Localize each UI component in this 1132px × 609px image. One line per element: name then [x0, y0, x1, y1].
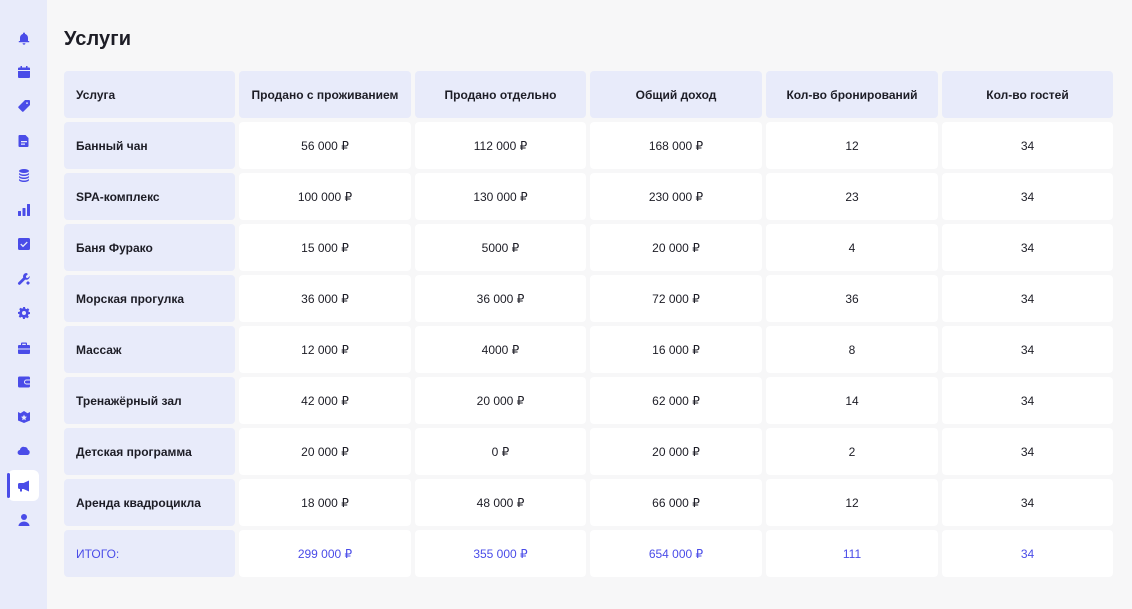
tools-icon	[17, 272, 30, 285]
total-sold-with-stay: 299 000 ₽	[239, 530, 411, 577]
nav-settings[interactable]	[8, 297, 39, 328]
calendar-icon	[17, 65, 30, 78]
document-icon	[18, 134, 28, 147]
bookings-count: 14	[766, 377, 938, 424]
sold-separately: 112 000 ₽	[415, 122, 586, 169]
total-sold-separately: 355 000 ₽	[415, 530, 586, 577]
bell-icon	[18, 32, 29, 45]
nav-marketing[interactable]	[7, 470, 39, 501]
sold-separately: 4000 ₽	[415, 326, 586, 373]
guests-count: 34	[942, 122, 1113, 169]
guests-count: 34	[942, 224, 1113, 271]
sold-separately: 130 000 ₽	[415, 173, 586, 220]
bookings-count: 23	[766, 173, 938, 220]
nav-notifications[interactable]	[8, 22, 39, 53]
nav-tasks[interactable]	[8, 228, 39, 259]
service-name: Массаж	[64, 326, 235, 373]
total-revenue: 66 000 ₽	[590, 479, 762, 526]
nav-tools[interactable]	[8, 263, 39, 294]
bookings-count: 4	[766, 224, 938, 271]
services-table: Услуга Продано с проживанием Продано отд…	[64, 71, 1113, 577]
guests-count: 34	[942, 173, 1113, 220]
total-revenue: 20 000 ₽	[590, 224, 762, 271]
column-header-guests[interactable]: Кол-во гостей	[942, 71, 1113, 118]
sold-with-stay: 12 000 ₽	[239, 326, 411, 373]
total-revenue: 20 000 ₽	[590, 428, 762, 475]
user-icon	[18, 513, 29, 526]
total-revenue: 168 000 ₽	[590, 122, 762, 169]
guests-count: 34	[942, 275, 1113, 322]
sidebar	[0, 0, 47, 609]
coins-icon	[18, 168, 29, 182]
sold-with-stay: 20 000 ₽	[239, 428, 411, 475]
nav-wallet[interactable]	[8, 366, 39, 397]
sold-with-stay: 100 000 ₽	[239, 173, 411, 220]
tag-icon	[17, 99, 30, 112]
checkbox-icon	[17, 237, 30, 250]
sold-separately: 48 000 ₽	[415, 479, 586, 526]
total-revenue: 62 000 ₽	[590, 377, 762, 424]
guests-count: 34	[942, 428, 1113, 475]
sold-separately: 5000 ₽	[415, 224, 586, 271]
service-name: Банный чан	[64, 122, 235, 169]
bookings-count: 12	[766, 479, 938, 526]
sold-with-stay: 56 000 ₽	[239, 122, 411, 169]
total-revenue: 72 000 ₽	[590, 275, 762, 322]
guests-count: 34	[942, 479, 1113, 526]
column-header-sold-with-stay[interactable]: Продано с проживанием	[239, 71, 411, 118]
nav-cloud[interactable]	[8, 435, 39, 466]
sold-with-stay: 15 000 ₽	[239, 224, 411, 271]
sold-with-stay: 42 000 ₽	[239, 377, 411, 424]
service-name: Тренажёрный зал	[64, 377, 235, 424]
nav-reports[interactable]	[8, 194, 39, 225]
bookings-count: 8	[766, 326, 938, 373]
bookings-count: 12	[766, 122, 938, 169]
sold-separately: 0 ₽	[415, 428, 586, 475]
sold-separately: 36 000 ₽	[415, 275, 586, 322]
nav-finance[interactable]	[8, 159, 39, 190]
service-name: SPA-комплекс	[64, 173, 235, 220]
wallet-icon	[17, 376, 30, 387]
sold-with-stay: 18 000 ₽	[239, 479, 411, 526]
bar-chart-icon	[17, 203, 30, 216]
megaphone-icon	[17, 480, 29, 491]
column-header-sold-separately[interactable]: Продано отдельно	[415, 71, 586, 118]
page-title: Услуги	[64, 28, 132, 50]
column-header-bookings[interactable]: Кол-во бронирований	[766, 71, 938, 118]
guests-count: 34	[942, 377, 1113, 424]
sold-separately: 20 000 ₽	[415, 377, 586, 424]
total-revenue-sum: 654 000 ₽	[590, 530, 762, 577]
total-bookings: 111	[766, 530, 938, 577]
nav-tags[interactable]	[8, 90, 39, 121]
nav-documents[interactable]	[8, 125, 39, 156]
bookings-count: 2	[766, 428, 938, 475]
service-name: Детская программа	[64, 428, 235, 475]
bookings-count: 36	[766, 275, 938, 322]
service-name: Баня Фурако	[64, 224, 235, 271]
cloud-icon	[17, 446, 30, 455]
badge-star-icon	[17, 410, 30, 423]
briefcase-icon	[17, 342, 30, 354]
total-revenue: 16 000 ₽	[590, 326, 762, 373]
total-guests: 34	[942, 530, 1113, 577]
gear-icon	[17, 306, 30, 319]
service-name: Аренда квадроцикла	[64, 479, 235, 526]
column-header-service[interactable]: Услуга	[64, 71, 235, 118]
service-name: Морская прогулка	[64, 275, 235, 322]
column-header-total-revenue[interactable]: Общий доход	[590, 71, 762, 118]
nav-calendar[interactable]	[8, 56, 39, 87]
sold-with-stay: 36 000 ₽	[239, 275, 411, 322]
total-label: ИТОГО:	[64, 530, 235, 577]
nav-profile[interactable]	[8, 504, 39, 535]
nav-loyalty[interactable]	[8, 401, 39, 432]
guests-count: 34	[942, 326, 1113, 373]
nav-services-box[interactable]	[8, 332, 39, 363]
total-revenue: 230 000 ₽	[590, 173, 762, 220]
